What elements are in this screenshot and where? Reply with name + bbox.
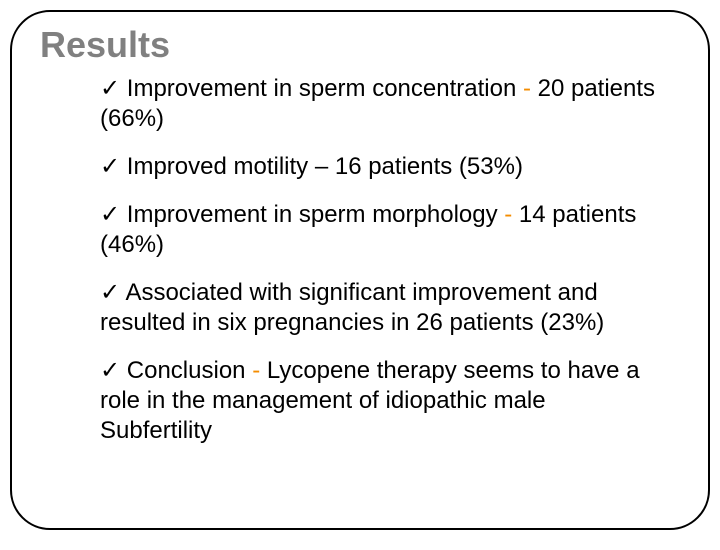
bullet-list: ✓ Improvement in sperm concentration - 2… — [100, 74, 660, 446]
bullet-text-accent: - — [523, 75, 531, 102]
bullet-item: ✓ Improvement in sperm concentration - 2… — [100, 74, 660, 134]
check-icon: ✓ — [100, 153, 120, 180]
check-icon: ✓ — [100, 279, 120, 306]
bullet-item: ✓ Conclusion - Lycopene therapy seems to… — [100, 356, 660, 446]
check-icon: ✓ — [100, 201, 120, 228]
slide-frame: Results ✓ Improvement in sperm concentra… — [10, 10, 710, 530]
check-icon: ✓ — [100, 357, 120, 384]
bullet-text-accent: - — [252, 357, 260, 384]
bullet-item: ✓ Associated with significant improvemen… — [100, 278, 660, 338]
bullet-text-pre: Improvement in sperm morphology — [120, 201, 504, 228]
bullet-item: ✓ Improvement in sperm morphology - 14 p… — [100, 200, 660, 260]
check-icon: ✓ — [100, 75, 120, 102]
bullet-item: ✓ Improved motility – 16 patients (53%) — [100, 152, 660, 182]
bullet-text-pre: Improved motility – 16 patients (53%) — [120, 153, 523, 180]
bullet-text-pre: Associated with significant improvement … — [100, 279, 604, 336]
slide-title: Results — [40, 24, 680, 66]
bullet-text-pre: Improvement in sperm concentration — [120, 75, 523, 102]
bullet-text-pre: Conclusion — [120, 357, 252, 384]
